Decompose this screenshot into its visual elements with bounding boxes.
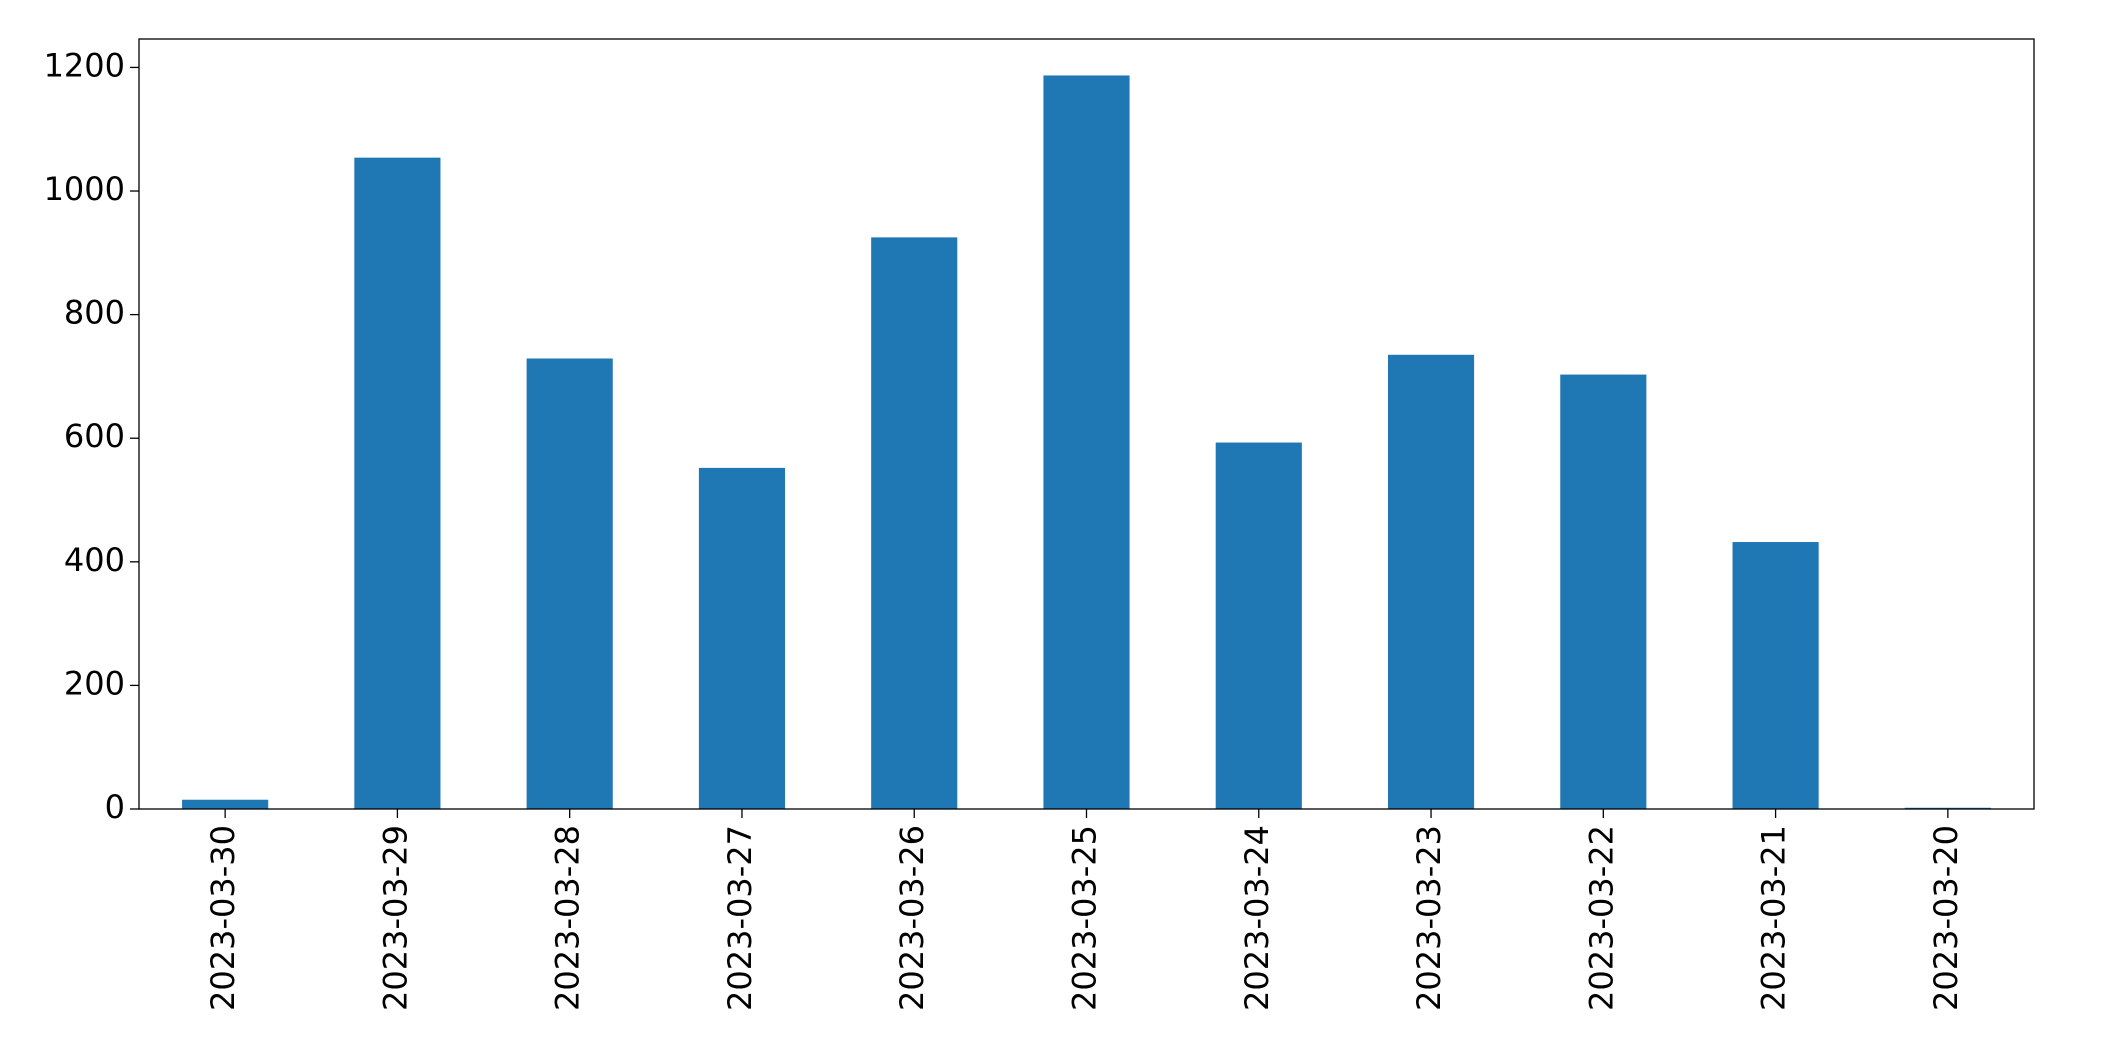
x-tick-label: 2023-03-26 <box>893 825 931 1011</box>
x-tick-label: 2023-03-20 <box>1927 825 1965 1011</box>
plot-frame <box>138 38 2035 810</box>
bar <box>1215 442 1302 809</box>
x-tick-label: 2023-03-30 <box>204 825 242 1011</box>
x-tick-label: 2023-03-23 <box>1410 825 1448 1011</box>
x-tick-label: 2023-03-21 <box>1755 825 1793 1011</box>
x-tick-label: 2023-03-29 <box>376 825 414 1011</box>
bar <box>182 799 269 809</box>
y-tick-label: 1200 <box>44 46 125 84</box>
x-tick-label: 2023-03-25 <box>1066 825 1104 1011</box>
x-tick-label: 2023-03-24 <box>1238 825 1276 1011</box>
x-tick-label: 2023-03-22 <box>1582 825 1620 1011</box>
bar <box>1043 75 1130 809</box>
y-tick-label: 200 <box>64 664 125 702</box>
bar <box>1560 374 1647 809</box>
y-tick-label: 1000 <box>44 170 125 208</box>
y-tick-label: 600 <box>64 417 125 455</box>
y-tick-label: 800 <box>64 294 125 332</box>
bar <box>354 157 441 810</box>
bar <box>871 237 958 809</box>
bar <box>1732 542 1819 809</box>
bar <box>698 467 786 809</box>
bar <box>1387 354 1475 809</box>
bar <box>526 358 613 809</box>
x-tick-label: 2023-03-27 <box>721 825 759 1011</box>
y-tick-label: 0 <box>105 788 125 826</box>
y-tick-label: 400 <box>64 541 125 579</box>
x-tick-label: 2023-03-28 <box>549 825 587 1011</box>
